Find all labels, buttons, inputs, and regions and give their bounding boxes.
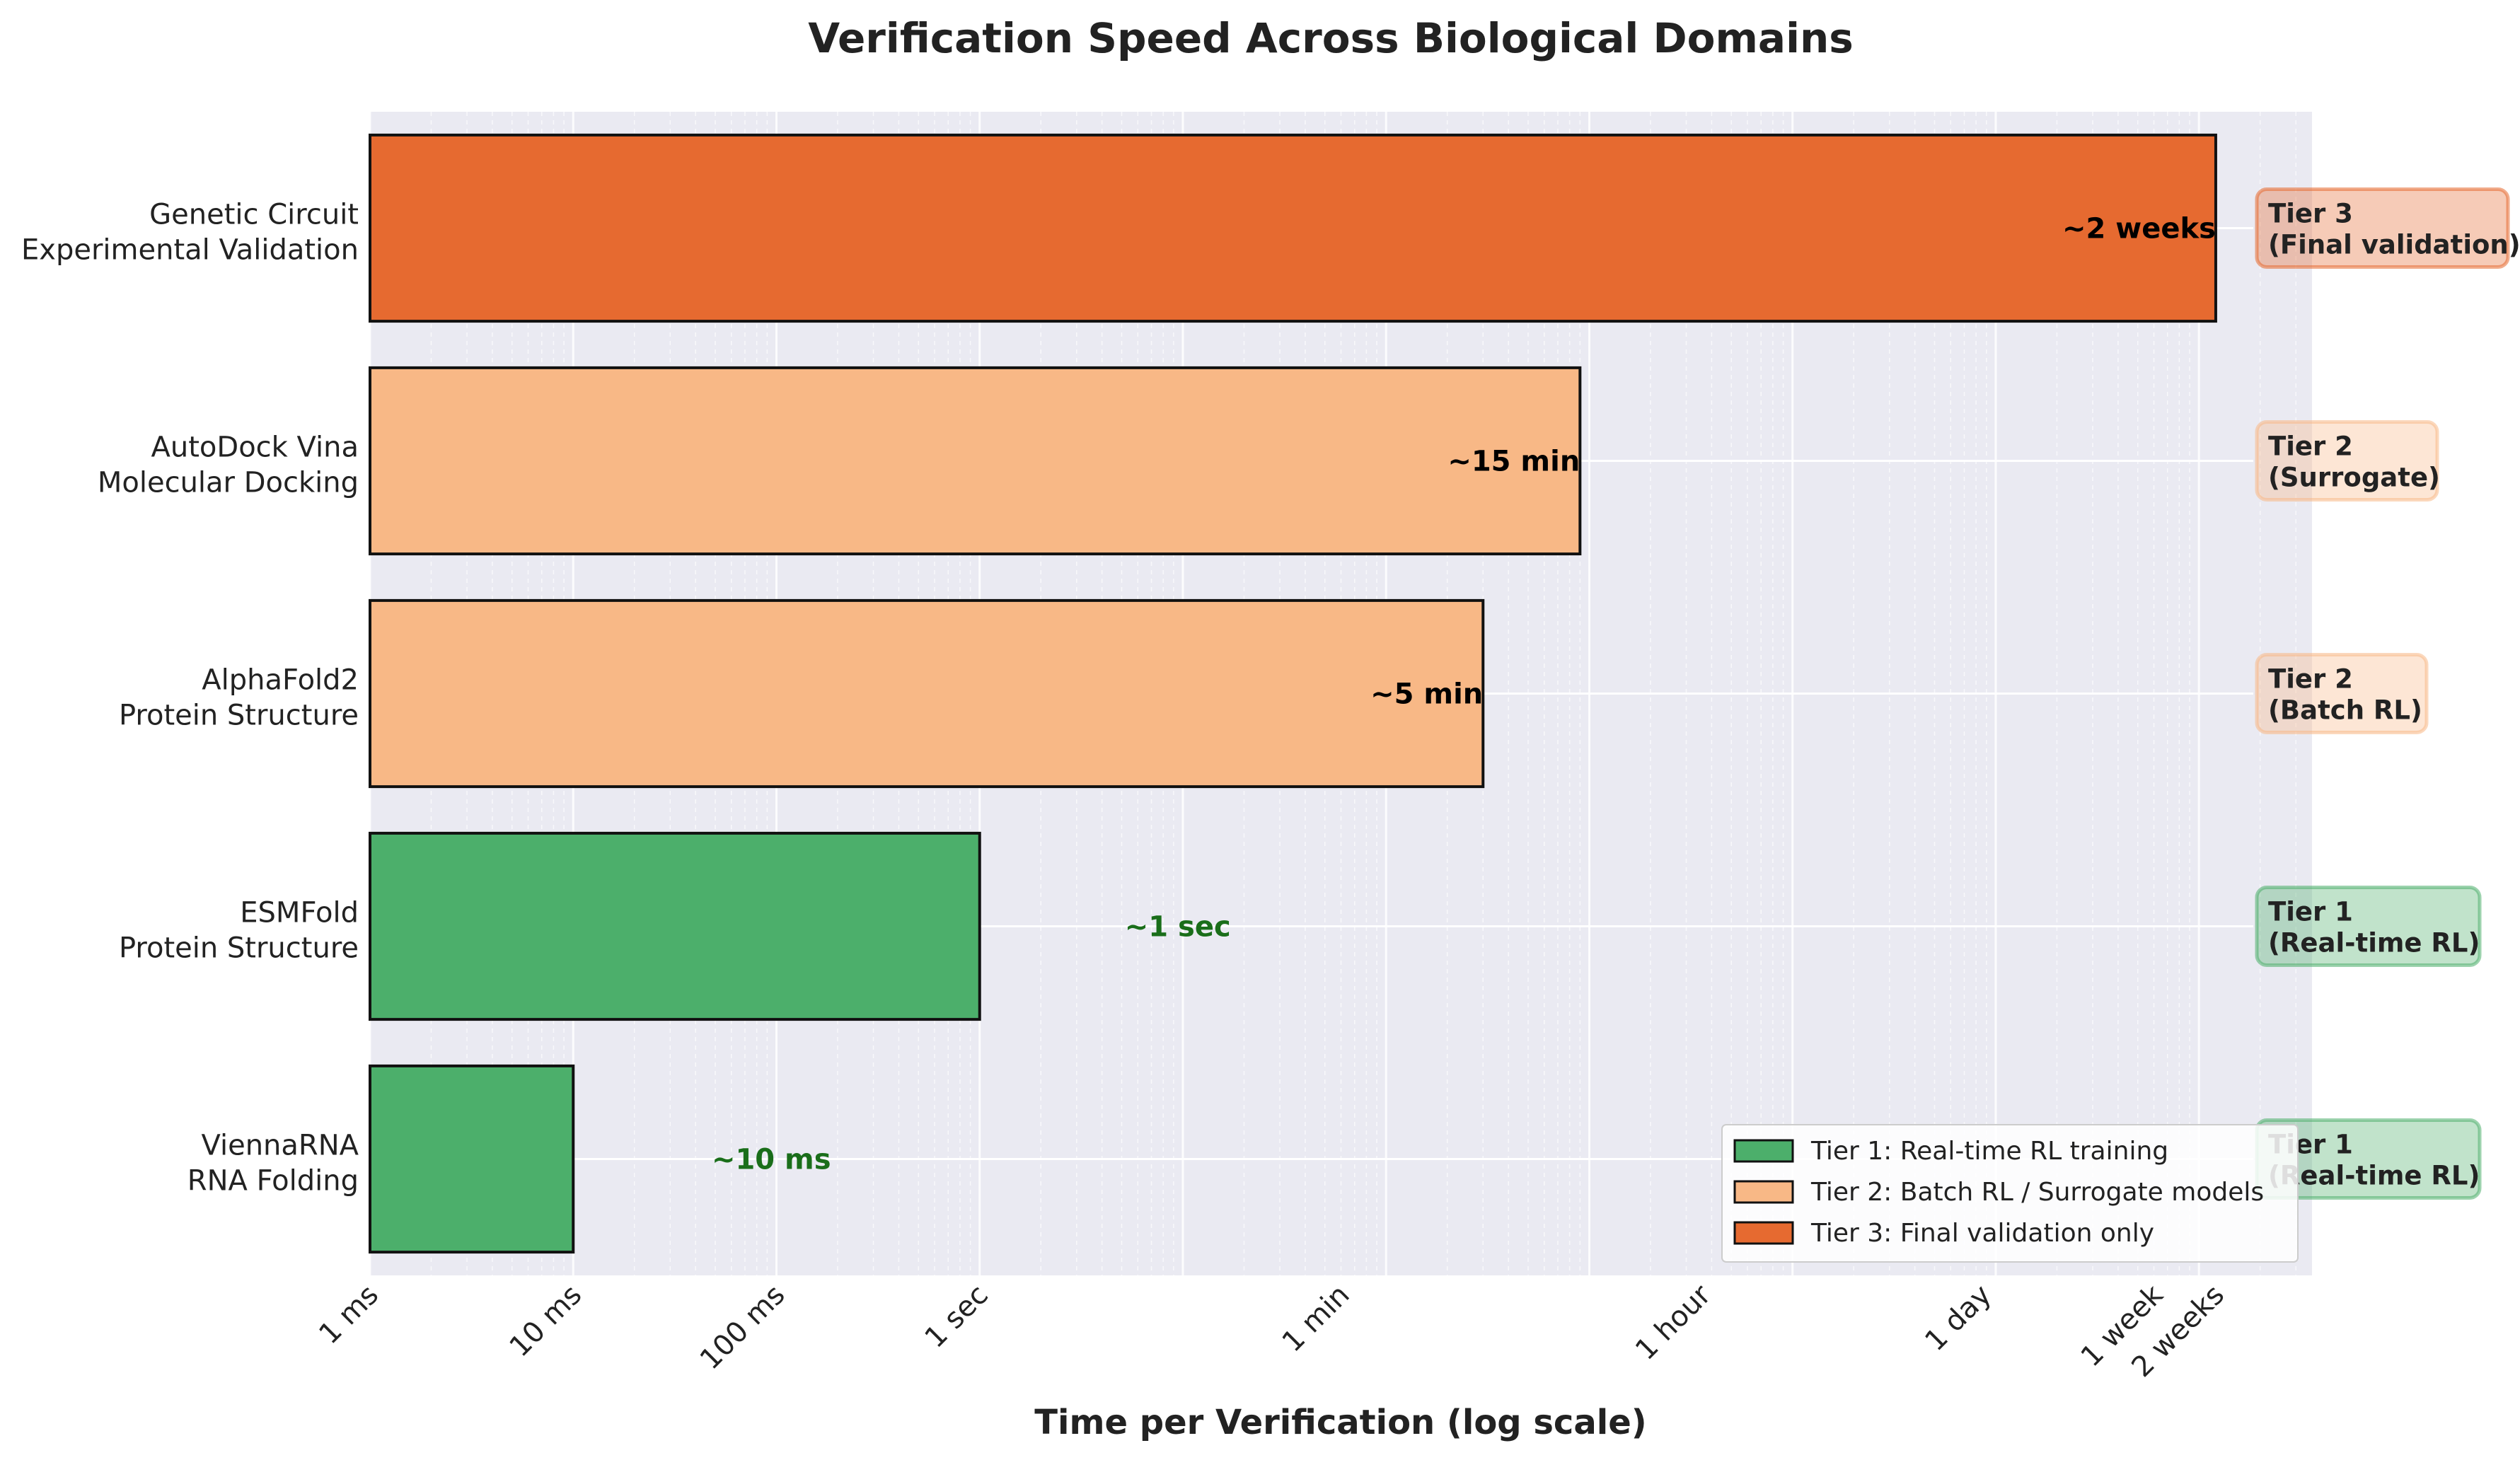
tier-tag-label: Tier 2 (Batch RL): [2268, 664, 2422, 726]
bar: [369, 133, 2217, 323]
bar-value-label: ~15 min: [1447, 446, 1580, 478]
bar: [369, 598, 1485, 789]
bar: [369, 1064, 575, 1254]
tier-tag-box: [2255, 420, 2439, 502]
bar-value-label: ~1 sec: [1125, 911, 1231, 944]
bar-value-label: ~2 weeks: [2062, 213, 2216, 245]
bar: [369, 366, 1582, 556]
legend-entry-label: Tier 1: Real-time RL training: [1810, 1137, 2168, 1166]
bar: [369, 831, 981, 1021]
tier-tag-box: [2255, 886, 2482, 967]
x-tick-label: 1 min: [1276, 1279, 1356, 1359]
y-category-label: ESMFold Protein Structure: [119, 897, 359, 965]
x-axis-label: Time per Verification (log scale): [1034, 1403, 1646, 1442]
y-category-label: AlphaFold2 Protein Structure: [119, 664, 359, 732]
legend-entry-label: Tier 3: Final validation only: [1810, 1219, 2154, 1248]
y-category-label: Genetic Circuit Experimental Validation: [21, 199, 359, 267]
x-tick-label: 1 hour: [1629, 1278, 1718, 1367]
legend-swatch: [1733, 1139, 1794, 1163]
legend-entry-label: Tier 2: Batch RL / Surrogate models: [1810, 1178, 2264, 1207]
x-tick-label: 1 sec: [919, 1279, 995, 1355]
chart-title: Verification Speed Across Biological Dom…: [808, 14, 1854, 62]
bar-value-label: ~5 min: [1370, 678, 1483, 711]
x-axis-ticks: 1 ms 10 ms 100 ms 1 sec 1 min 1 hour 1 day 1 we…: [313, 1278, 2231, 1384]
tier-tag-box: [2255, 653, 2429, 734]
bar-value-label: ~10 ms: [712, 1144, 831, 1176]
y-category-label: ViennaRNA RNA Folding: [187, 1130, 359, 1198]
legend-frame: [1721, 1124, 2299, 1263]
legend-swatch: [1733, 1180, 1794, 1204]
tier-tag-box: [2255, 187, 2510, 269]
x-tick-label: 1 day: [1919, 1279, 1998, 1358]
tier-tag-label: Tier 2 (Surrogate): [2268, 431, 2440, 493]
tier-tag-label: Tier 3 (Final validation): [2268, 199, 2520, 260]
y-category-label: AutoDock Vina Molecular Docking: [98, 431, 359, 499]
tier-tag-label: Tier 1 (Real-time RL): [2268, 897, 2480, 958]
legend: Tier 1: Real-time RL training Tier 2: Bat…: [1721, 1124, 2299, 1263]
legend-swatch: [1733, 1221, 1794, 1245]
x-tick-label: 10 ms: [504, 1279, 589, 1364]
x-tick-label: 100 ms: [694, 1279, 792, 1377]
x-tick-label: 1 ms: [313, 1279, 385, 1351]
